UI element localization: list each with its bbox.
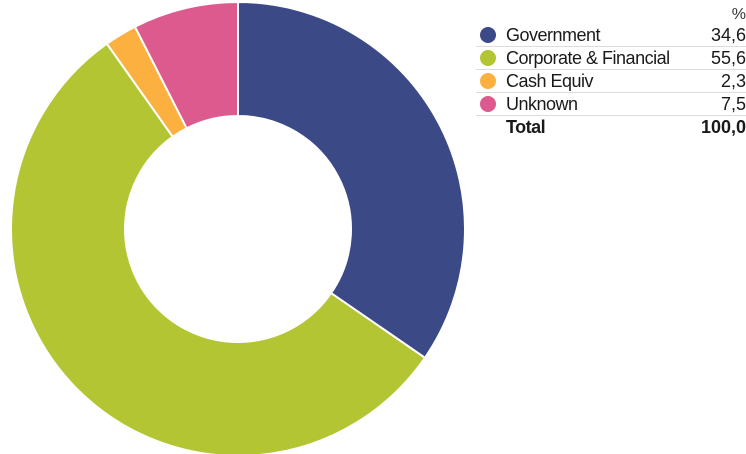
donut-chart bbox=[10, 0, 466, 454]
legend-row-government: Government 34,6 bbox=[476, 24, 746, 47]
legend-value: 2,3 bbox=[720, 71, 746, 91]
legend-value: 7,5 bbox=[720, 94, 746, 114]
legend-label: Corporate & Financial bbox=[506, 48, 670, 68]
legend-row-cash-equiv: Cash Equiv 2,3 bbox=[476, 70, 746, 93]
legend-row-corporate-financial: Corporate & Financial 55,6 bbox=[476, 47, 746, 70]
legend-value: 55,6 bbox=[710, 48, 746, 68]
donut-slice-government bbox=[237, 0, 466, 360]
legend-swatch bbox=[480, 96, 496, 112]
donut-slice-unknown bbox=[133, 0, 239, 130]
legend-label: Cash Equiv bbox=[506, 71, 594, 91]
total-label: Total bbox=[506, 117, 546, 137]
legend-value: 34,6 bbox=[710, 25, 746, 45]
unit-label: % bbox=[731, 6, 746, 23]
legend-label: Government bbox=[506, 25, 601, 45]
legend-row-unknown: Unknown 7,5 bbox=[476, 93, 746, 116]
legend-row-total: Total 100,0 bbox=[476, 116, 746, 138]
legend-swatch bbox=[480, 73, 496, 89]
legend-label: Unknown bbox=[506, 94, 578, 114]
legend-table: % Government 34,6 Corporate & Financial … bbox=[476, 4, 746, 138]
legend-header: % bbox=[476, 4, 746, 24]
legend-swatch bbox=[480, 50, 496, 66]
donut-slice-corporate-financial bbox=[10, 42, 427, 454]
total-value: 100,0 bbox=[700, 117, 746, 137]
legend-swatch bbox=[480, 27, 496, 43]
